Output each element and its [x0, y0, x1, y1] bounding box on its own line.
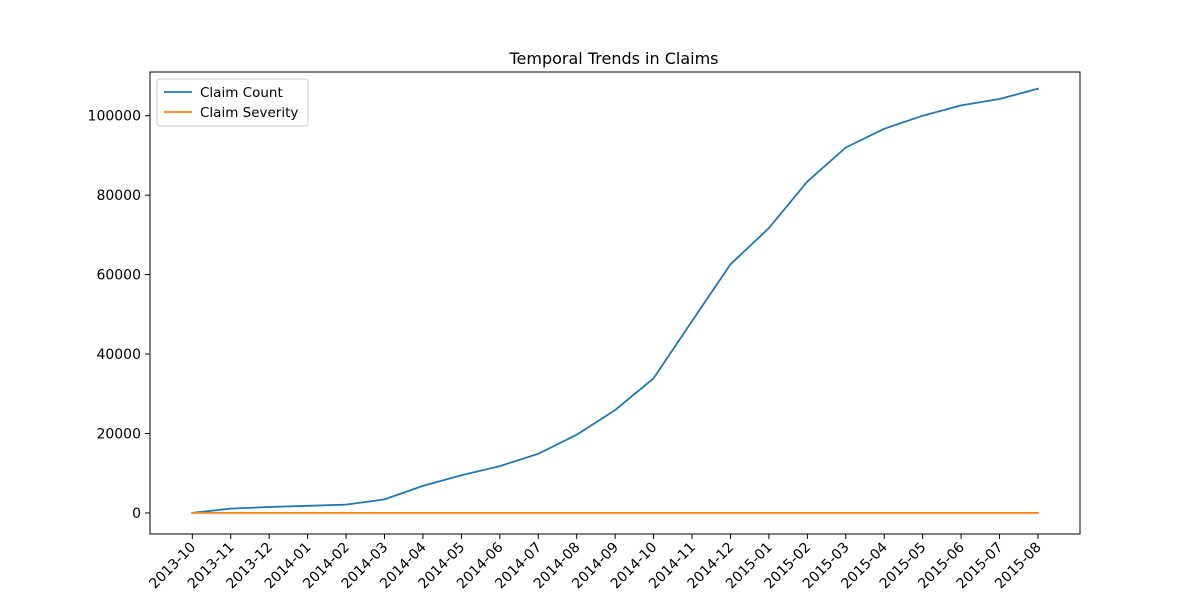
y-tick-label: 60000: [96, 268, 141, 284]
legend: Claim Count Claim Severity: [156, 78, 309, 127]
y-tick-label: 80000: [96, 188, 141, 204]
legend-label: Claim Severity: [200, 105, 298, 121]
legend-box: [156, 78, 309, 127]
legend-label: Claim Count: [200, 85, 283, 101]
plot-frame: [149, 71, 1081, 535]
series-layer: [191, 87, 1040, 514]
chart-title: Temporal Trends in Claims: [508, 49, 718, 68]
y-tick-label: 40000: [96, 347, 141, 363]
y-tick-label: 0: [132, 506, 141, 522]
axes-layer: 2013-102013-112013-122014-012014-022014-…: [88, 71, 1081, 592]
y-tick-label: 100000: [88, 109, 141, 125]
series-line-claim-count: [191, 87, 1040, 514]
y-tick-label: 20000: [96, 426, 141, 442]
